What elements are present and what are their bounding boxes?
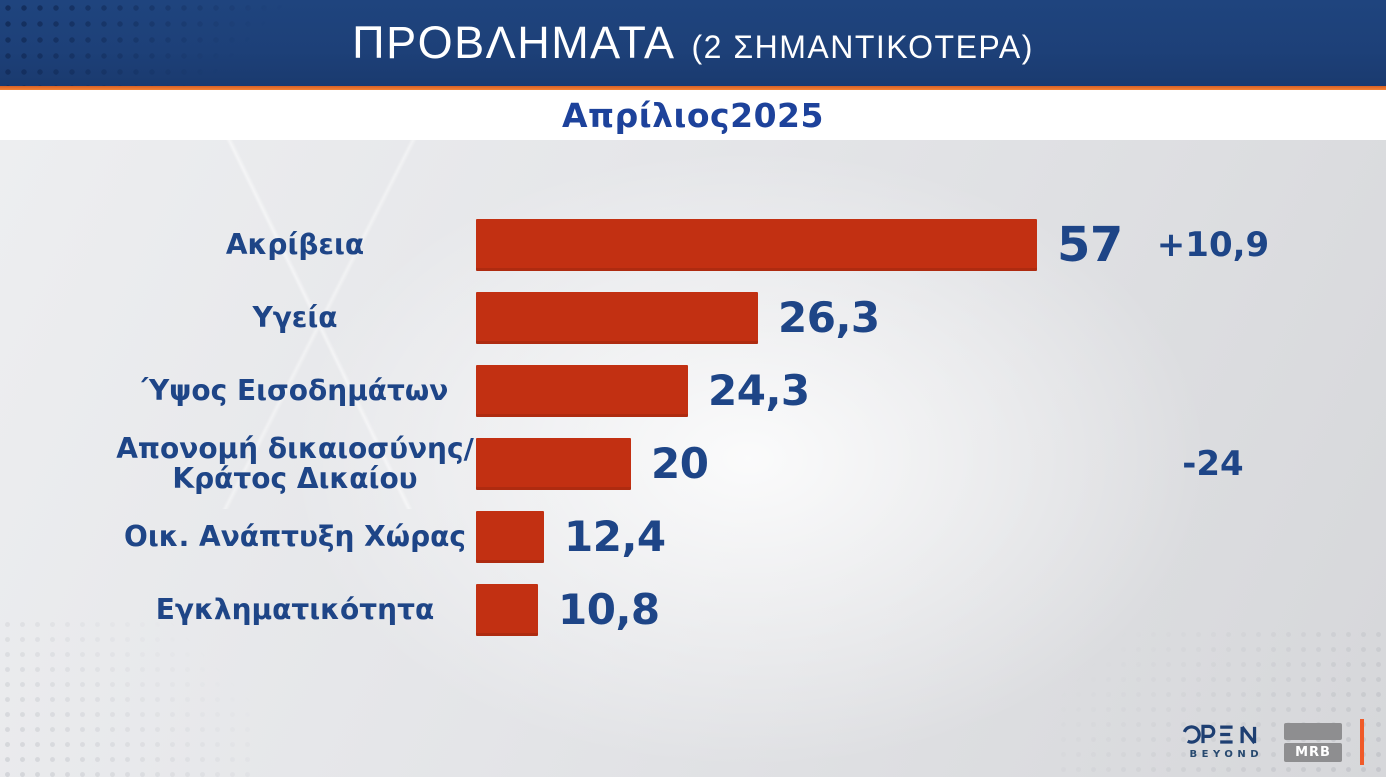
bar — [476, 291, 758, 344]
category-label: Ακρίβεια — [225, 227, 365, 261]
header-bar: ΠΡΟΒΛΗΜΑΤΑ (2 ΣΗΜΑΝΤΙΚΟΤΕΡΑ) — [0, 0, 1386, 86]
bar — [476, 437, 631, 490]
chart-row: Εγκληματικότητα 10,8 — [0, 573, 1386, 646]
value-label: 24,3 — [708, 366, 810, 415]
value-label: 10,8 — [558, 585, 660, 634]
category-label: Απονομή δικαιοσύνης/ Κράτος Δικαίου — [116, 431, 474, 495]
footer-logos: OPEN BEYOND MRB — [1182, 719, 1364, 765]
bar — [476, 218, 1037, 271]
mrb-logo-label: MRB — [1284, 742, 1342, 762]
mrb-logo: MRB — [1284, 722, 1342, 762]
category-label: Ύψος Εισοδημάτων — [141, 373, 449, 407]
chart-row: Ύψος Εισοδημάτων 24,3 — [0, 354, 1386, 427]
bar — [476, 364, 688, 417]
delta-label: -24 — [1182, 443, 1244, 484]
chart-row: Οικ. Ανάπτυξη Χώρας 12,4 — [0, 500, 1386, 573]
category-label: Εγκληματικότητα — [155, 592, 435, 626]
value-label: 20 — [651, 439, 709, 488]
category-label: Οικ. Ανάπτυξη Χώρας — [124, 519, 466, 553]
delta-label: +10,9 — [1156, 224, 1270, 265]
bar — [476, 583, 538, 636]
chart-row: Ακρίβεια 57 +10,9 — [0, 208, 1386, 281]
bar-chart: Ακρίβεια 57 +10,9 Υγεία 26,3 Ύψος Εισοδημάτων… — [0, 140, 1386, 777]
orange-divider — [0, 86, 1386, 90]
chart-rows: Ακρίβεια 57 +10,9 Υγεία 26,3 Ύψος Εισοδημάτων… — [0, 140, 1386, 646]
chart-row: Υγεία 26,3 — [0, 281, 1386, 354]
value-label: 26,3 — [778, 293, 880, 342]
page-title-suffix: (2 ΣΗΜΑΝΤΙΚΟΤΕΡΑ) — [691, 29, 1034, 65]
chart-row: Απονομή δικαιοσύνης/ Κράτος Δικαίου 20 -24 — [0, 427, 1386, 500]
page-title-line: ΠΡΟΒΛΗΜΑΤΑ (2 ΣΗΜΑΝΤΙΚΟΤΕΡΑ) — [352, 17, 1034, 69]
mrb-logo-top-bar — [1284, 722, 1342, 740]
value-label: 57 — [1057, 216, 1123, 273]
page-title: ΠΡΟΒΛΗΜΑΤΑ — [352, 17, 676, 68]
orange-accent-bar — [1360, 719, 1364, 765]
header-dot-texture — [0, 0, 300, 86]
open-logo: OPEN BEYOND — [1182, 724, 1266, 760]
subtitle-band: Απρίλιος2025 — [0, 90, 1386, 140]
category-label: Υγεία — [252, 300, 338, 334]
bar — [476, 510, 544, 563]
value-label: 12,4 — [564, 512, 666, 561]
open-wordmark-icon — [1182, 724, 1257, 745]
chart-subtitle: Απρίλιος2025 — [562, 95, 824, 135]
open-logo-beyond-label: BEYOND — [1189, 749, 1263, 760]
